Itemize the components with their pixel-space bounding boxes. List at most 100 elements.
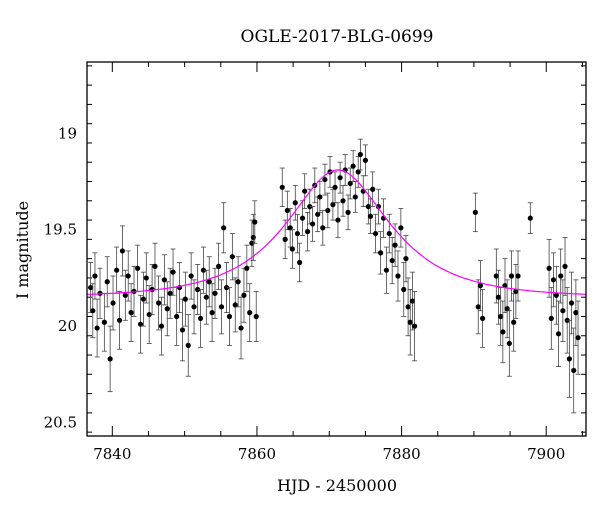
chart-title: OGLE-2017-BLG-0699 [241,27,434,47]
data-marker [317,194,323,200]
data-point [143,252,149,304]
data-marker [185,342,191,348]
data-point [135,244,141,292]
data-marker [212,290,218,296]
x-tick-label: 7880 [382,445,420,463]
data-marker [94,325,100,331]
data-point [504,279,510,339]
data-marker [299,215,306,221]
data-marker [495,294,502,300]
data-point [502,258,508,314]
data-point [241,267,247,323]
data-point [472,192,478,233]
data-point [345,194,351,231]
data-marker [104,279,110,285]
data-marker [330,202,336,208]
data-point [335,202,341,238]
data-point [562,237,568,296]
data-marker [550,277,557,283]
data-marker [498,313,504,320]
data-point [573,279,579,346]
data-marker [195,286,201,293]
data-point [170,248,176,296]
data-point [299,200,306,236]
y-tick-label: 20 [58,317,77,335]
data-point [122,269,128,321]
data-point [223,262,230,314]
data-marker [472,209,478,215]
data-point [279,167,285,207]
data-marker [573,310,579,316]
data-point [232,277,238,333]
data-point [174,287,180,346]
data-point [287,208,293,248]
data-point [332,171,338,204]
data-point [289,229,295,269]
model-curve [86,169,587,295]
data-marker [401,286,407,293]
data-marker [235,279,241,285]
data-point [146,285,152,344]
x-tick-label: 7840 [93,445,131,463]
data-marker [282,236,288,242]
data-point [101,292,107,352]
data-marker [88,284,94,291]
data-marker [310,221,316,227]
data-point [216,242,222,290]
data-point [176,262,183,314]
data-point [209,283,215,342]
data-marker [504,306,510,312]
data-point [395,250,401,302]
data-point [195,264,201,315]
data-point [116,291,123,350]
data-marker [244,265,250,271]
data-marker [372,230,379,237]
data-marker [158,323,165,329]
data-marker [294,230,301,237]
data-marker [122,292,128,298]
data-point [378,231,384,275]
data-marker [546,265,552,271]
data-marker [335,217,341,223]
data-marker [352,194,358,200]
data-marker [170,269,176,275]
data-point [375,188,382,225]
data-point [152,242,158,290]
data-point [218,279,225,335]
data-point [500,300,506,364]
data-marker [209,310,215,316]
data-point [409,271,416,331]
data-marker [188,273,194,279]
data-point [282,219,288,260]
data-marker [197,315,204,322]
data-marker [292,200,298,206]
data-point [367,198,374,234]
data-point [475,279,481,335]
data-marker [378,250,384,256]
data-marker [226,313,233,320]
data-point [155,275,162,331]
data-point [197,289,204,348]
data-marker [90,308,96,314]
data-marker [203,294,209,300]
data-point [392,223,398,267]
data-point [398,208,404,248]
data-marker [555,331,562,337]
data-point [568,271,575,335]
data-marker [200,267,207,273]
data-marker [191,304,197,310]
data-marker [553,292,559,298]
data-marker [362,157,369,163]
data-marker [477,283,484,289]
data-point [90,283,96,339]
data-point [362,144,369,177]
data-marker [392,242,398,248]
data-marker [241,292,247,298]
y-tick-label: 19.5 [44,221,77,239]
data-marker [161,277,167,283]
data-point [560,279,566,342]
data-point [322,163,328,196]
x-axis-label: HJD - 2450000 [277,476,397,495]
data-marker [140,296,147,302]
data-marker [558,273,564,279]
